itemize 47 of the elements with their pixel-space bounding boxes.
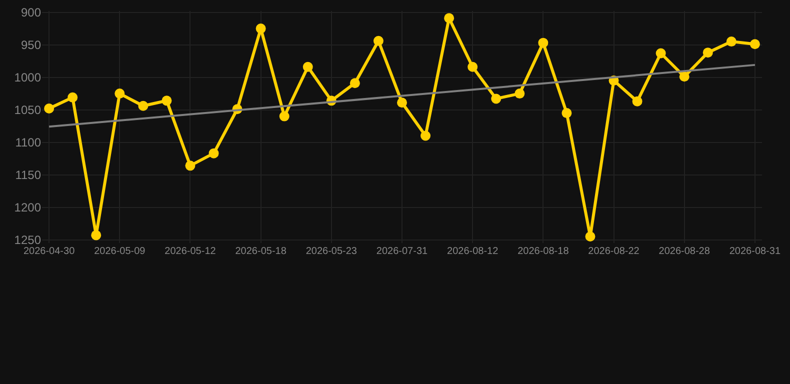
x-tick-label: 2026-05-18 — [235, 246, 287, 257]
point — [468, 62, 478, 72]
point — [679, 72, 690, 82]
point — [138, 100, 148, 111]
y-tick-label: 1000 — [14, 70, 42, 84]
point — [397, 98, 407, 108]
point — [420, 130, 431, 141]
point — [632, 96, 642, 106]
y-tick-label: 1250 — [14, 232, 42, 247]
point — [208, 148, 219, 158]
x-tick-label: 2026-05-12 — [164, 246, 216, 257]
point — [750, 39, 760, 50]
y-tick-label: 1200 — [14, 200, 42, 214]
x-tick-label: 2026-08-12 — [447, 246, 499, 257]
point — [256, 24, 266, 34]
x-tick-label: 2026-05-23 — [306, 246, 358, 257]
point — [185, 160, 196, 171]
x-tick-label: 2026-08-18 — [518, 246, 570, 257]
x-tick-label: 2026-08-28 — [658, 246, 710, 257]
point — [538, 38, 548, 48]
point — [702, 48, 713, 58]
point — [302, 62, 313, 72]
point — [350, 78, 360, 88]
point — [279, 111, 290, 122]
point — [562, 108, 572, 118]
x-tick-label: 2026-08-22 — [588, 246, 640, 257]
y-tick-label: 1050 — [14, 102, 42, 117]
point — [68, 92, 78, 102]
point — [162, 96, 172, 106]
x-tick-label: 2026-05-09 — [94, 246, 146, 257]
point — [726, 36, 736, 47]
point — [514, 88, 525, 99]
x-tick-label: 2026-04-30 — [23, 246, 76, 257]
point — [91, 230, 102, 240]
x-tick-label: 2026-08-31 — [729, 246, 781, 257]
point — [656, 48, 666, 58]
point — [373, 36, 384, 46]
point — [444, 13, 454, 24]
point — [491, 94, 502, 104]
x-tick-label: 2026-07-31 — [376, 246, 428, 257]
y-tick-label: 1150 — [15, 168, 42, 182]
point — [44, 103, 54, 114]
point — [585, 232, 596, 242]
y-tick-label: 950 — [20, 38, 42, 52]
y-tick-label: 900 — [20, 6, 42, 20]
point — [114, 88, 125, 99]
y-tick-label: 1100 — [15, 135, 42, 150]
